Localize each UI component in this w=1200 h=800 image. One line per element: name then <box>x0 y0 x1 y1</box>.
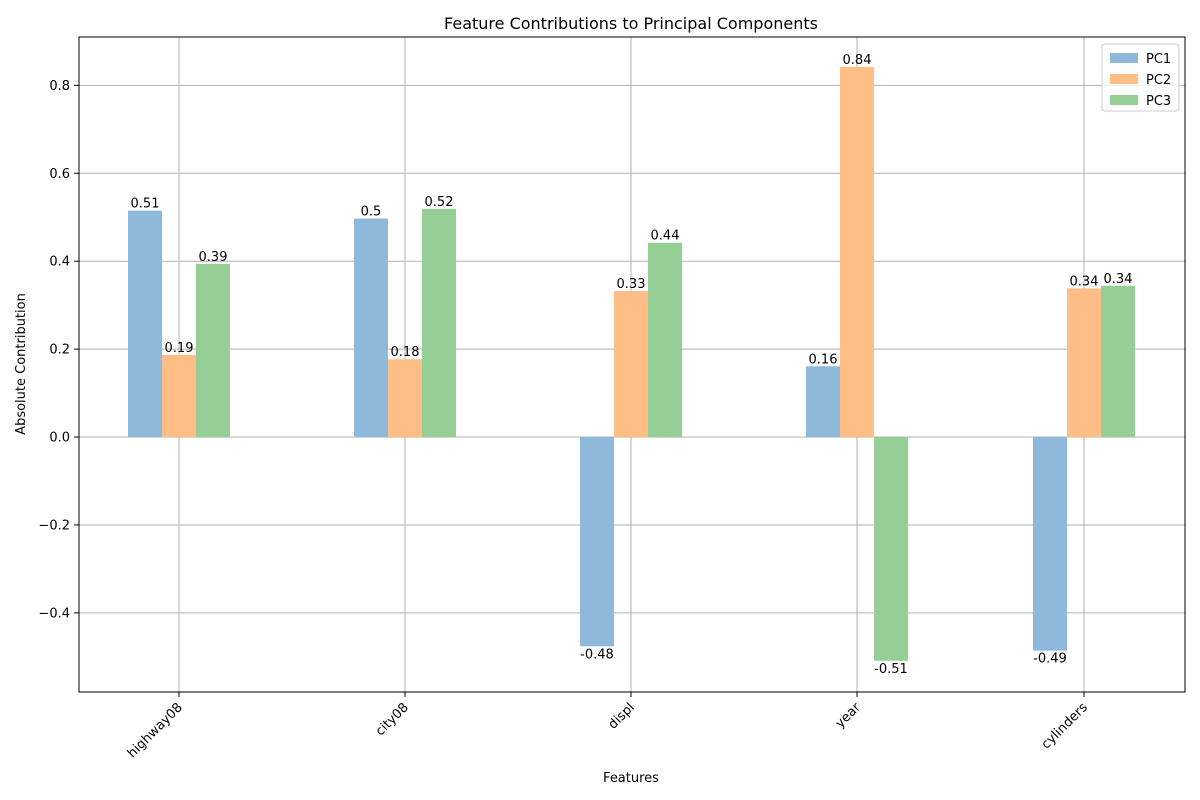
data-label-pc1-cylinders: -0.49 <box>1033 652 1067 667</box>
bar-pc3-year <box>874 437 908 661</box>
data-label-pc1-year: 0.16 <box>809 352 838 367</box>
legend: PC1 PC2 PC3 <box>1101 43 1180 112</box>
bar-pc1-displ <box>580 437 614 647</box>
data-label-pc1-displ: -0.48 <box>580 647 614 662</box>
bar-pc3-highway08 <box>196 263 230 438</box>
data-label-pc3-city08: 0.52 <box>425 195 454 210</box>
bar-pc2-city08 <box>388 359 422 438</box>
bar-pc1-city08 <box>354 218 388 438</box>
bar-pc3-cylinders <box>1101 285 1135 438</box>
legend-swatch-pc2 <box>1110 74 1138 84</box>
data-label-pc2-city08: 0.18 <box>391 345 420 360</box>
y-tick-label: 0.2 <box>49 343 70 358</box>
legend-label-pc3: PC3 <box>1146 94 1171 109</box>
y-tick-label: 0.4 <box>49 255 70 270</box>
data-label-pc2-displ: 0.33 <box>617 277 646 292</box>
bar-pc1-highway08 <box>128 210 162 438</box>
y-ticks-layer: −0.4 −0.2 0.0 0.2 0.4 0.6 0.8 <box>38 79 79 621</box>
y-tick-label: −0.4 <box>38 606 70 621</box>
data-label-pc3-displ: 0.44 <box>651 229 680 244</box>
data-labels-layer: 0.51 0.5 -0.48 0.16 -0.49 0.19 0.18 0.33 0.84 0.3… <box>131 53 1133 677</box>
data-label-pc1-highway08: 0.51 <box>131 197 160 212</box>
bar-pc3-displ <box>648 242 682 438</box>
bars-layer <box>128 66 1135 661</box>
data-label-pc2-cylinders: 0.34 <box>1070 274 1099 289</box>
plot-area-frame <box>78 36 1186 693</box>
bar-pc3-city08 <box>422 208 456 438</box>
data-label-pc2-highway08: 0.19 <box>165 341 194 356</box>
legend-label-pc2: PC2 <box>1146 73 1171 88</box>
bar-pc2-cylinders <box>1067 288 1101 438</box>
y-tick-label: −0.2 <box>38 518 70 533</box>
data-label-pc3-highway08: 0.39 <box>199 250 228 265</box>
bar-pc1-cylinders <box>1033 437 1067 651</box>
chart-title: Feature Contributions to Principal Compo… <box>444 14 818 33</box>
y-axis-label: Absolute Contribution <box>14 293 29 435</box>
legend-label-pc1: PC1 <box>1146 52 1171 67</box>
data-label-pc3-cylinders: 0.34 <box>1104 272 1133 287</box>
y-tick-label: 0.6 <box>49 167 70 182</box>
bar-pc2-displ <box>614 291 648 438</box>
data-label-pc1-city08: 0.5 <box>361 205 382 220</box>
x-axis-label: Features <box>603 771 659 786</box>
bar-pc2-year <box>840 66 874 438</box>
bar-pc2-highway08 <box>162 354 196 438</box>
legend-swatch-pc1 <box>1110 53 1138 63</box>
data-label-pc3-year: -0.51 <box>874 662 908 677</box>
legend-swatch-pc3 <box>1110 95 1138 105</box>
y-tick-label: 0.8 <box>49 79 70 94</box>
bar-pc1-year <box>806 366 840 438</box>
y-tick-label: 0.0 <box>49 431 70 446</box>
data-label-pc2-year: 0.84 <box>843 53 872 68</box>
